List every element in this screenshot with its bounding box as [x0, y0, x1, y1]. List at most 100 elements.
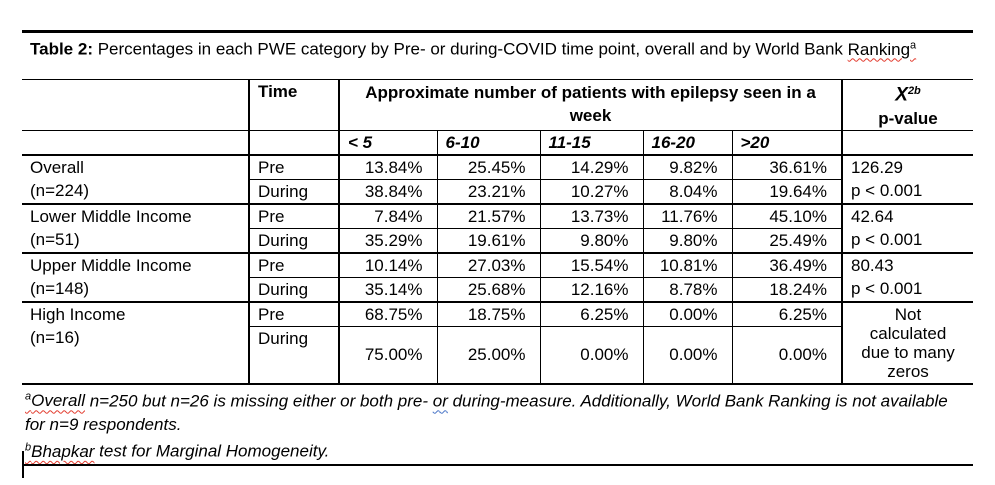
percent-cell: 19.61%: [436, 228, 540, 253]
percent-cell: 13.73%: [539, 202, 643, 229]
col-header-bin-11-15: 11-15: [539, 130, 643, 156]
header-empty-1: [22, 130, 249, 156]
category-cell-overall: Overall (n=224): [22, 155, 249, 204]
footnote-marker-a-ref: a: [910, 39, 917, 51]
category-cell-lmi: Lower Middle Income (n=51): [22, 202, 249, 253]
col-header-bin-16-20: 16-20: [642, 130, 732, 156]
table-number-label: Table 2:: [30, 39, 93, 59]
header-empty-2: [248, 130, 339, 156]
time-cell: Pre: [248, 300, 339, 328]
percent-cell: 75.00%: [338, 326, 437, 384]
percent-cell: 0.00%: [642, 300, 732, 328]
row-umi-during: During 35.14% 25.68% 12.16% 8.78% 18.24%: [22, 277, 973, 302]
col-header-bin-gt20: >20: [731, 130, 842, 156]
time-cell: Pre: [248, 202, 339, 229]
percent-cell: 18.75%: [436, 300, 540, 328]
table-title: Table 2: Percentages in each PWE categor…: [22, 31, 974, 80]
time-cell: During: [248, 277, 339, 302]
percent-cell: 10.81%: [642, 251, 732, 278]
misspelled-ranking: Rankinga: [847, 39, 917, 59]
footnotes-row: aOverall n=250 but n=26 is missing eithe…: [22, 382, 974, 467]
stat-cell-hi-not-calculated: Not calculated due to many zeros: [840, 300, 974, 384]
category-cell-hi: High Income (n=16): [22, 300, 249, 384]
misspelled-bhapkar: bBhapkar: [25, 441, 95, 461]
category-n: (n=51): [30, 229, 80, 249]
percent-cell: 14.29%: [539, 154, 643, 180]
row-hi-pre: High Income (n=16) Pre 68.75% 18.75% 6.2…: [22, 300, 974, 384]
chi-square-value: 42.64: [851, 206, 894, 226]
table-title-row: Table 2: Percentages in each PWE categor…: [22, 31, 974, 80]
table-2-container: Table 2: Percentages in each PWE categor…: [22, 30, 974, 467]
percent-cell: 0.00%: [539, 326, 643, 384]
row-lmi-during: During 35.29% 19.61% 9.80% 9.80% 25.49%: [22, 228, 973, 253]
percent-cell: 45.10%: [731, 202, 842, 229]
grammar-flag-or: or: [432, 391, 448, 411]
percent-cell: 13.84%: [338, 154, 437, 180]
percent-cell: 0.00%: [642, 326, 732, 384]
chi-square-value: 126.29: [851, 157, 903, 177]
header-empty-3: [840, 130, 974, 156]
percent-cell: 25.00%: [436, 326, 540, 384]
percent-cell: 8.04%: [642, 179, 732, 204]
p-value: p < 0.001: [851, 180, 923, 200]
percent-cell: 7.84%: [338, 202, 437, 229]
chi-symbol-line: X2b: [844, 80, 973, 107]
percent-cell: 8.78%: [642, 277, 732, 302]
percent-cell: 35.29%: [338, 228, 437, 253]
col-header-time: Time: [248, 79, 339, 131]
header-empty-category: [22, 79, 249, 131]
misspelled-overall: aOverall: [25, 390, 85, 411]
table-title-text: Percentages in each PWE category by Pre-…: [97, 39, 843, 59]
percent-cell: 11.76%: [642, 202, 732, 229]
category-n: (n=224): [30, 180, 90, 200]
stat-cell-umi: 80.43 p < 0.001: [840, 251, 974, 302]
percent-cell: 36.49%: [731, 251, 842, 278]
p-value-label: p-value: [878, 108, 938, 128]
percent-cell: 18.24%: [731, 277, 842, 302]
percent-cell: 68.75%: [338, 300, 437, 328]
percent-cell: 25.45%: [436, 154, 540, 180]
percent-cell: 38.84%: [338, 179, 437, 204]
percent-cell: 25.49%: [731, 228, 842, 253]
percent-cell: 27.03%: [436, 251, 540, 278]
percent-cell: 6.25%: [731, 300, 842, 328]
percent-cell: 15.54%: [539, 251, 643, 278]
percent-cell: 36.61%: [731, 154, 842, 180]
category-name: Upper Middle Income: [30, 255, 192, 275]
chi-superscript: 2b: [907, 85, 921, 97]
chi-square-value: 80.43: [851, 255, 894, 275]
time-cell: Pre: [248, 154, 339, 180]
percent-cell: 10.14%: [338, 251, 437, 278]
next-frame-left-border: [22, 451, 222, 478]
percent-cell: 9.82%: [642, 154, 732, 180]
percent-cell: 9.80%: [539, 228, 643, 253]
col-header-patients-span: Approximate number of patients with epil…: [338, 79, 842, 131]
category-n: (n=148): [30, 278, 90, 298]
stat-cell-lmi: 42.64 p < 0.001: [840, 202, 974, 253]
percent-cell: 19.64%: [731, 179, 842, 204]
table-2: Table 2: Percentages in each PWE categor…: [22, 30, 974, 467]
category-name: Lower Middle Income: [30, 206, 192, 226]
category-cell-umi: Upper Middle Income (n=148): [22, 251, 249, 302]
row-overall-during: During 38.84% 23.21% 10.27% 8.04% 19.64%: [22, 179, 973, 204]
col-header-bin-lt5: < 5: [338, 130, 437, 156]
p-value: p < 0.001: [851, 278, 923, 298]
category-name: Overall: [30, 157, 84, 177]
time-cell: During: [248, 228, 339, 253]
time-cell: During: [248, 326, 339, 384]
percent-cell: 6.25%: [539, 300, 643, 328]
header-row-1: Time Approximate number of patients with…: [22, 79, 974, 131]
p-value: p < 0.001: [851, 229, 923, 249]
header-row-2: < 5 6-10 11-15 16-20 >20: [22, 130, 974, 156]
footnotes-cell: aOverall n=250 but n=26 is missing eithe…: [22, 382, 974, 467]
col-header-chi-square: X2b p-value: [840, 79, 974, 131]
percent-cell: 9.80%: [642, 228, 732, 253]
category-n: (n=16): [30, 327, 80, 347]
percent-cell: 12.16%: [539, 277, 643, 302]
percent-cell: 10.27%: [539, 179, 643, 204]
stat-cell-overall: 126.29 p < 0.001: [840, 154, 974, 204]
time-cell: During: [248, 179, 339, 204]
chi-symbol: X: [895, 84, 908, 106]
row-overall-pre: Overall (n=224) Pre 13.84% 25.45% 14.29%…: [22, 154, 974, 204]
